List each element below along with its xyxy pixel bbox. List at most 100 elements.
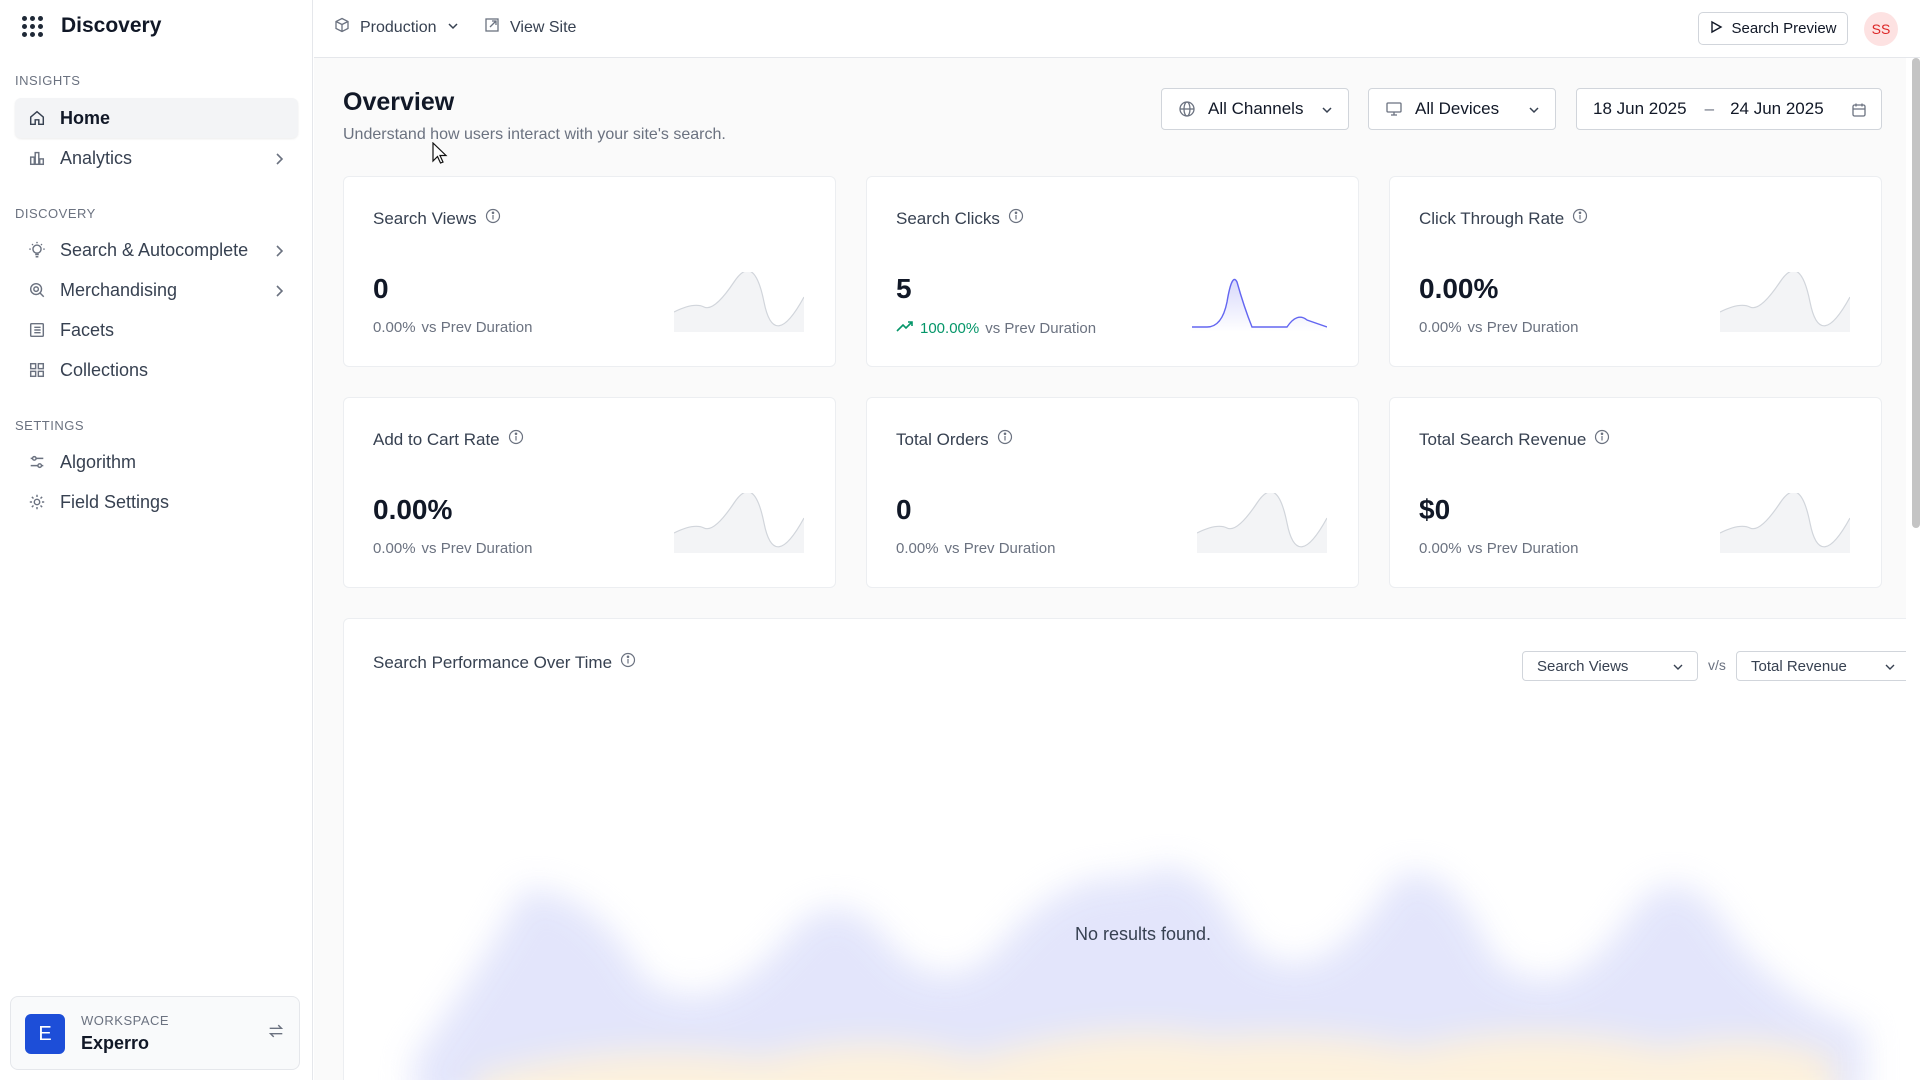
panel-title: Search Performance Over Time xyxy=(373,652,636,673)
chevron-down-icon xyxy=(447,19,459,37)
info-icon[interactable] xyxy=(1008,208,1024,229)
info-icon[interactable] xyxy=(485,208,501,229)
card-value: 0 xyxy=(896,494,912,525)
card-value: 5 xyxy=(896,273,912,304)
delta-suffix: vs Prev Duration xyxy=(1467,319,1579,336)
metric-card-add-to-cart-rate: Add to Cart Rate 0.00% 0.00% vs Prev Dur… xyxy=(343,397,836,588)
metric-card-search-views: Search Views 0 0.00% vs Prev Duration xyxy=(343,176,836,367)
view-site-link[interactable]: View Site xyxy=(484,17,576,38)
card-title-text: Add to Cart Rate xyxy=(373,429,500,449)
sidebar-item-label: Merchandising xyxy=(60,279,178,300)
workspace-switcher[interactable]: E WORKSPACE Experro xyxy=(10,996,300,1070)
date-to[interactable]: 24 Jun 2025 xyxy=(1730,99,1824,118)
swap-icon[interactable] xyxy=(267,1022,285,1045)
card-title-text: Search Clicks xyxy=(896,208,1000,228)
metric-b-value: Total Revenue xyxy=(1751,657,1847,675)
card-delta: 0.00% vs Prev Duration xyxy=(373,540,532,557)
environment-label: Production xyxy=(360,18,437,36)
sidebar-item-search-autocomplete[interactable]: Search & Autocomplete xyxy=(15,230,298,270)
devices-filter[interactable]: All Devices xyxy=(1368,88,1556,130)
card-value: 0.00% xyxy=(1419,273,1499,304)
metric-a-select[interactable]: Search Views xyxy=(1522,651,1698,681)
sidebar-item-label: Algorithm xyxy=(60,451,137,472)
date-separator: – xyxy=(1704,99,1715,118)
info-icon[interactable] xyxy=(1572,208,1588,229)
play-icon xyxy=(1709,20,1723,38)
bar-chart-icon xyxy=(27,148,47,168)
apps-grid-icon[interactable] xyxy=(22,15,43,37)
delta-suffix: vs Prev Duration xyxy=(421,540,533,557)
home-icon xyxy=(27,108,47,128)
card-title: Total Orders xyxy=(896,429,1013,450)
channels-filter-value: All Channels xyxy=(1208,99,1304,118)
card-title: Add to Cart Rate xyxy=(373,429,524,450)
search-preview-label: Search Preview xyxy=(1731,20,1837,37)
delta-percent: 0.00% xyxy=(896,540,939,557)
sidebar-item-label: Search & Autocomplete xyxy=(60,239,249,260)
grid-icon xyxy=(27,360,47,380)
view-site-label: View Site xyxy=(510,18,577,36)
card-title-text: Total Orders xyxy=(896,429,989,449)
scrollbar[interactable] xyxy=(1912,58,1920,528)
delta-percent: 0.00% xyxy=(1419,540,1462,557)
info-icon[interactable] xyxy=(997,429,1013,450)
delta-suffix: vs Prev Duration xyxy=(421,319,533,336)
gear-icon xyxy=(27,492,47,512)
card-delta: 0.00% vs Prev Duration xyxy=(1419,540,1578,557)
sidebar-item-collections[interactable]: Collections xyxy=(15,350,298,390)
delta-percent: 0.00% xyxy=(373,319,416,336)
card-title-text: Click Through Rate xyxy=(1419,208,1565,228)
metric-a-value: Search Views xyxy=(1537,657,1629,675)
topbar: Production View Site Search Preview SS xyxy=(314,0,1920,58)
sidebar-item-facets[interactable]: Facets xyxy=(15,310,298,350)
card-value: 0 xyxy=(373,273,389,304)
cube-icon xyxy=(334,17,350,38)
trend-up-icon xyxy=(896,319,914,337)
workspace-name: Experro xyxy=(81,1033,150,1053)
sidebar-item-algorithm[interactable]: Algorithm xyxy=(15,442,298,482)
sliders-icon xyxy=(27,452,47,472)
page-title: Overview xyxy=(343,88,455,116)
card-delta: 100.00% vs Prev Duration xyxy=(896,319,1096,337)
info-icon[interactable] xyxy=(620,652,636,673)
globe-icon xyxy=(1178,100,1196,118)
date-range-picker[interactable]: 18 Jun 2025 – 24 Jun 2025 xyxy=(1576,88,1882,130)
vs-label: v/s xyxy=(1708,657,1726,673)
app-title: Discovery xyxy=(61,14,162,37)
sidebar-item-label: Field Settings xyxy=(60,491,170,512)
mouse-cursor-icon xyxy=(432,142,448,164)
sidebar-item-home[interactable]: Home xyxy=(15,98,298,138)
card-delta: 0.00% vs Prev Duration xyxy=(896,540,1055,557)
sidebar-item-label: Facets xyxy=(60,319,115,340)
card-title: Total Search Revenue xyxy=(1419,429,1610,450)
section-label-insights: INSIGHTS xyxy=(15,73,81,88)
chevron-down-icon xyxy=(1883,660,1897,678)
info-icon[interactable] xyxy=(508,429,524,450)
chevron-right-icon xyxy=(272,150,286,171)
devices-filter-value: All Devices xyxy=(1415,99,1500,118)
channels-filter[interactable]: All Channels xyxy=(1161,88,1349,130)
sidebar-item-merchandising[interactable]: Merchandising xyxy=(15,270,298,310)
info-icon[interactable] xyxy=(1594,429,1610,450)
date-from[interactable]: 18 Jun 2025 xyxy=(1593,99,1687,118)
chevron-right-icon xyxy=(272,282,286,303)
delta-suffix: vs Prev Duration xyxy=(985,319,1097,337)
calendar-icon[interactable] xyxy=(1851,102,1867,123)
search-preview-button[interactable]: Search Preview xyxy=(1698,12,1848,45)
card-title-text: Search Views xyxy=(373,208,477,228)
sidebar-item-analytics[interactable]: Analytics xyxy=(15,138,298,178)
sidebar-item-field-settings[interactable]: Field Settings xyxy=(15,482,298,522)
metric-card-total-search-revenue: Total Search Revenue $0 0.00% vs Prev Du… xyxy=(1389,397,1882,588)
sparkline-search-clicks xyxy=(1192,278,1327,332)
metric-card-total-orders: Total Orders 0 0.00% vs Prev Duration xyxy=(866,397,1359,588)
card-delta: 0.00% vs Prev Duration xyxy=(373,319,532,336)
empty-chart-background xyxy=(414,867,1864,1080)
section-label-discovery: DISCOVERY xyxy=(15,206,96,221)
delta-percent: 0.00% xyxy=(1419,319,1462,336)
workspace-label: WORKSPACE xyxy=(81,1013,170,1028)
card-delta: 0.00% vs Prev Duration xyxy=(1419,319,1578,336)
metric-b-select[interactable]: Total Revenue xyxy=(1736,651,1906,681)
environment-selector[interactable]: Production xyxy=(334,17,459,38)
delta-suffix: vs Prev Duration xyxy=(1467,540,1579,557)
user-avatar[interactable]: SS xyxy=(1864,12,1898,46)
